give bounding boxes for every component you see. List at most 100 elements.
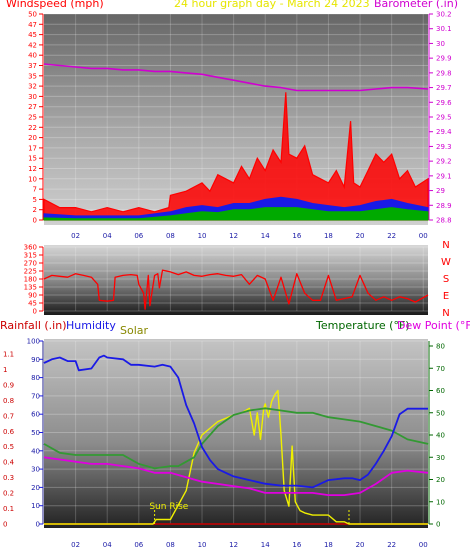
barometer-tick-label: 29.5 [436, 114, 452, 122]
temperature-tick-label: 0 [436, 521, 440, 529]
direction-tick-label: 45 [28, 300, 37, 308]
direction-tick-label: 0 [33, 308, 37, 316]
barometer-tick-label: 30 [436, 40, 445, 48]
humidity-tick-label: 90 [31, 356, 40, 364]
wind-x-tick-label: 14 [261, 232, 270, 240]
solar-series [44, 389, 428, 525]
wind-x-tick-label: 02 [71, 232, 80, 240]
temperature-tick-label: 30 [436, 454, 445, 462]
wind-y-tick-label: 40 [28, 52, 37, 60]
humidity-tick-label: 10 [31, 502, 40, 510]
temperature-tick-label: 70 [436, 365, 445, 373]
humidity-tick-label: 80 [31, 374, 40, 382]
rain-tick-label: 0.8 [3, 397, 14, 405]
wind-x-tick-label: 22 [387, 232, 396, 240]
humidity-tick-label: 30 [31, 466, 40, 474]
barometer-tick-label: 28.8 [436, 217, 452, 225]
wind-y-tick-label: 37 [28, 62, 37, 70]
temperature-tick-label: 20 [436, 476, 445, 484]
rain-tick-label: 0.7 [3, 412, 14, 420]
compass-label: N [442, 308, 449, 319]
wind-x-tick-label: 10 [198, 232, 207, 240]
wind-speed-series [43, 207, 429, 221]
barometer-tick-label: 29.7 [436, 84, 452, 92]
weather-x-tick-label: 12 [229, 541, 238, 549]
barometer-series [43, 63, 429, 92]
barometer-tick-label: 29.1 [436, 172, 452, 180]
wind-x-tick-label: 06 [134, 232, 143, 240]
barometer-tick-label: 29 [436, 187, 445, 195]
direction-tick-label: 225 [24, 268, 37, 276]
solar-label: Solar [120, 324, 149, 337]
compass-label: W [441, 257, 451, 268]
rain-tick-label: 0.6 [3, 428, 15, 436]
humidity-tick-label: 60 [31, 411, 40, 419]
wind-x-tick-label: 04 [103, 232, 112, 240]
wind-x-tick-label: 08 [166, 232, 175, 240]
humidity-tick-label: 70 [31, 392, 40, 400]
compass-label: N [442, 240, 449, 251]
wind-y-tick-label: 15 [28, 155, 37, 163]
wind-y-tick-label: 20 [28, 134, 37, 142]
wind-y-tick-label: 5 [33, 196, 37, 204]
wind-y-tick-label: 50 [28, 11, 37, 19]
graph-title: 24 hour graph day - March 24 2023 [174, 0, 370, 10]
wind-x-tick-label: 20 [356, 232, 365, 240]
barometer-tick-label: 28.9 [436, 202, 452, 210]
weather-x-tick-label: 20 [356, 541, 365, 549]
rain-tick-label: 0.9 [3, 381, 14, 389]
wind-y-tick-label: 47 [28, 21, 37, 29]
compass-label: S [443, 274, 449, 285]
wind-y-tick-label: 35 [28, 72, 37, 80]
wind-x-tick-label: 00 [419, 232, 428, 240]
direction-tick-label: 315 [24, 252, 37, 260]
humidity-tick-label: 100 [27, 338, 40, 346]
rain-tick-label: 0.5 [3, 443, 14, 451]
weather-x-tick-label: 06 [134, 541, 143, 549]
barometer-tick-label: 29.2 [436, 158, 452, 166]
direction-tick-label: 180 [24, 276, 37, 284]
wind-y-tick-label: 0 [33, 217, 37, 225]
temperature-label: Temperature (°F) [316, 319, 410, 332]
weather-x-tick-label: 02 [71, 541, 80, 549]
rain-tick-label: 0 [3, 521, 7, 529]
windspeed-label: Windspeed (mph) [6, 0, 104, 10]
direction-tick-label: 90 [28, 292, 37, 300]
wind-y-tick-label: 22 [28, 124, 37, 132]
wind-y-tick-label: 7 [33, 186, 37, 194]
wind-y-tick-label: 10 [28, 175, 37, 183]
wind-y-tick-label: 27 [28, 103, 37, 111]
rain-tick-label: 1.1 [3, 351, 14, 359]
wind-direction-series [43, 269, 429, 310]
direction-tick-label: 135 [24, 284, 37, 292]
temperature-series [43, 407, 429, 470]
humidity-tick-label: 0 [36, 521, 40, 529]
wind-y-tick-label: 17 [28, 144, 37, 152]
direction-tick-label: 270 [24, 260, 37, 268]
temperature-tick-label: 50 [436, 409, 445, 417]
wind-y-tick-label: 2 [33, 206, 37, 214]
rain-tick-label: 0.1 [3, 505, 14, 513]
wind-y-tick-label: 30 [28, 93, 37, 101]
direction-tick-label: 360 [24, 244, 37, 252]
wind-y-tick-label: 32 [28, 83, 37, 91]
rain-tick-label: 0.4 [3, 459, 15, 467]
barometer-tick-label: 29.8 [436, 69, 452, 77]
humidity-tick-label: 40 [31, 447, 40, 455]
weather-x-tick-label: 08 [166, 541, 175, 549]
sunrise-annotation: Sun Rise [149, 502, 188, 512]
barometer-tick-label: 30.1 [436, 25, 452, 33]
weather-x-tick-label: 22 [387, 541, 396, 549]
wind-y-tick-label: 42 [28, 41, 37, 49]
weather-x-tick-label: 18 [324, 541, 333, 549]
wind-y-tick-label: 25 [28, 114, 37, 122]
rainfall-label: Rainfall (.in) [0, 319, 67, 332]
humidity-label: Humidity [66, 319, 116, 332]
temperature-tick-label: 80 [436, 343, 445, 351]
dewpoint-label: Dew Point (°F) [397, 319, 470, 332]
wind-gust-series [43, 92, 429, 221]
wind-y-tick-label: 12 [28, 165, 37, 173]
compass-label: E [443, 291, 449, 302]
barometer-tick-label: 29.6 [436, 99, 452, 107]
